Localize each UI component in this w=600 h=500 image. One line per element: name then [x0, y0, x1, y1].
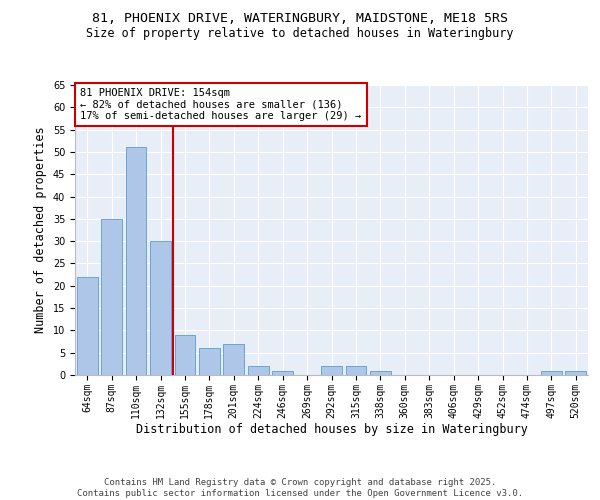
Y-axis label: Number of detached properties: Number of detached properties	[34, 126, 47, 334]
Bar	[272, 370, 293, 375]
Bar	[199, 348, 220, 375]
Text: Size of property relative to detached houses in Wateringbury: Size of property relative to detached ho…	[86, 28, 514, 40]
Bar	[77, 277, 98, 375]
Text: 81 PHOENIX DRIVE: 154sqm
← 82% of detached houses are smaller (136)
17% of semi-: 81 PHOENIX DRIVE: 154sqm ← 82% of detach…	[80, 88, 361, 121]
Bar	[346, 366, 367, 375]
Bar	[541, 370, 562, 375]
Bar	[370, 370, 391, 375]
Bar	[321, 366, 342, 375]
Bar	[175, 335, 196, 375]
Bar	[565, 370, 586, 375]
Bar	[125, 148, 146, 375]
Text: 81, PHOENIX DRIVE, WATERINGBURY, MAIDSTONE, ME18 5RS: 81, PHOENIX DRIVE, WATERINGBURY, MAIDSTO…	[92, 12, 508, 26]
X-axis label: Distribution of detached houses by size in Wateringbury: Distribution of detached houses by size …	[136, 424, 527, 436]
Bar	[223, 344, 244, 375]
Bar	[248, 366, 269, 375]
Text: Contains HM Land Registry data © Crown copyright and database right 2025.
Contai: Contains HM Land Registry data © Crown c…	[77, 478, 523, 498]
Bar	[101, 219, 122, 375]
Bar	[150, 241, 171, 375]
